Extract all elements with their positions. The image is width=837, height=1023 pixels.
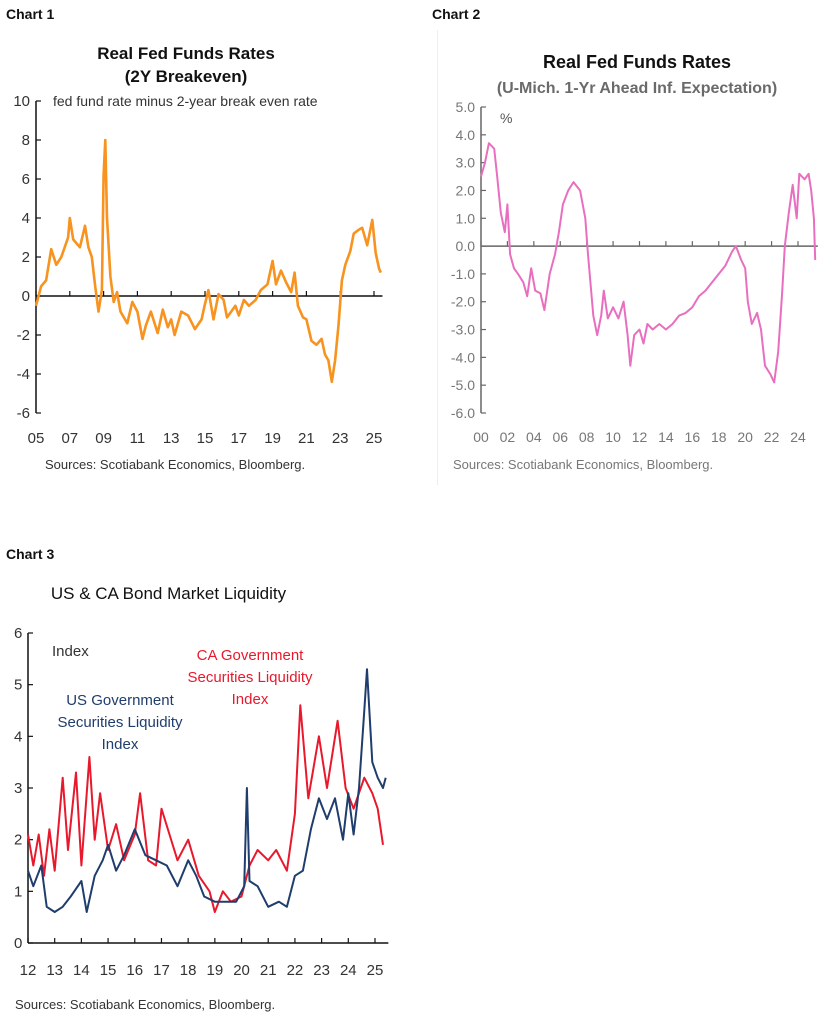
chart1-x-tick-label: 21 bbox=[298, 430, 315, 447]
chart1-x-tick-label: 19 bbox=[264, 430, 281, 447]
chart1-label: Chart 1 bbox=[6, 6, 55, 22]
chart3-source: Sources: Scotiabank Economics, Bloomberg… bbox=[15, 997, 276, 1012]
legend-ca-line: Securities Liquidity bbox=[187, 669, 313, 686]
chart1-y-tick-label: 0 bbox=[22, 288, 30, 305]
chart3-x-tick-label: 22 bbox=[287, 962, 304, 979]
chart2-x-tick-label: 08 bbox=[579, 429, 595, 445]
chart1-x-tick-label: 17 bbox=[230, 430, 247, 447]
chart1-subtitle: (2Y Breakeven) bbox=[124, 67, 248, 86]
chart2-y-tick-label: 2.0 bbox=[456, 182, 476, 198]
chart2-y-tick-label: 3.0 bbox=[456, 155, 476, 171]
chart3-x-tick-label: 14 bbox=[73, 962, 90, 979]
chart1-x-tick-label: 13 bbox=[163, 430, 180, 447]
chart2-y-tick-label: -4.0 bbox=[451, 349, 475, 365]
chart2-y-tick-label: 5.0 bbox=[456, 99, 476, 115]
chart2-source: Sources: Scotiabank Economics, Bloomberg… bbox=[453, 457, 714, 472]
chart3-x-tick-label: 16 bbox=[126, 962, 143, 979]
chart1-y-tick-label: 4 bbox=[22, 210, 30, 227]
chart3-x-tick-label: 12 bbox=[20, 962, 37, 979]
chart3-y-tick-label: 5 bbox=[14, 677, 22, 694]
chart2-x-tick-label: 18 bbox=[711, 429, 727, 445]
legend-ca-line: CA Government bbox=[196, 647, 304, 664]
chart1-x-tick-label: 15 bbox=[197, 430, 214, 447]
chart1-x-tick-label: 05 bbox=[28, 430, 45, 447]
chart2-y-tick-label: -1.0 bbox=[451, 266, 475, 282]
chart3-x-tick-label: 24 bbox=[340, 962, 357, 979]
chart1-title: Real Fed Funds Rates bbox=[97, 44, 275, 63]
chart2-x-tick-label: 20 bbox=[737, 429, 753, 445]
chart2-y-tick-label: -6.0 bbox=[451, 405, 475, 421]
legend-ca: CA Government Securities Liquidity Index bbox=[170, 645, 330, 711]
chart1-y-tick-label: -4 bbox=[17, 366, 30, 383]
chart2-x-tick-label: 00 bbox=[473, 429, 489, 445]
chart1-y-tick-label: 6 bbox=[22, 171, 30, 188]
chart1-x-tick-label: 07 bbox=[61, 430, 78, 447]
chart2-y-tick-label: 4.0 bbox=[456, 127, 476, 143]
chart2-annotation: % bbox=[500, 110, 513, 126]
chart3-series-line-0 bbox=[27, 704, 384, 913]
chart3-title: US & CA Bond Market Liquidity bbox=[50, 584, 287, 603]
chart2-y-tick-label: 0.0 bbox=[456, 238, 476, 254]
chart1-y-tick-label: -2 bbox=[17, 327, 30, 344]
chart1-series-line-0 bbox=[34, 138, 382, 384]
chart3-y-tick-label: 6 bbox=[14, 625, 22, 642]
chart2-series-line-0 bbox=[480, 142, 817, 384]
chart2-x-tick-label: 14 bbox=[658, 429, 674, 445]
chart3-x-tick-label: 18 bbox=[180, 962, 197, 979]
legend-us-line: Securities Liquidity bbox=[57, 714, 183, 731]
chart2-y-tick-label: -2.0 bbox=[451, 294, 475, 310]
legend-ca-line: Index bbox=[231, 691, 269, 708]
chart3-x-tick-label: 21 bbox=[260, 962, 277, 979]
chart1-x-tick-label: 11 bbox=[130, 430, 146, 447]
chart1-annotation: fed fund rate minus 2-year break even ra… bbox=[53, 93, 318, 109]
chart2-y-tick-label: -5.0 bbox=[451, 377, 475, 393]
chart2-x-tick-label: 24 bbox=[790, 429, 806, 445]
chart3-x-tick-label: 25 bbox=[367, 962, 384, 979]
chart3-x-tick-label: 19 bbox=[207, 962, 224, 979]
chart3-y-tick-label: 2 bbox=[14, 832, 22, 849]
chart3-x-tick-label: 13 bbox=[46, 962, 63, 979]
chart2-y-tick-label: 1.0 bbox=[456, 210, 476, 226]
chart2-title: Real Fed Funds Rates bbox=[542, 52, 732, 72]
chart2-x-tick-label: 06 bbox=[552, 429, 568, 445]
chart3-x-tick-label: 23 bbox=[313, 962, 330, 979]
chart2-label: Chart 2 bbox=[432, 6, 481, 22]
chart2-x-tick-label: 02 bbox=[500, 429, 516, 445]
chart2-x-tick-label: 10 bbox=[605, 429, 621, 445]
chart1-x-tick-label: 23 bbox=[332, 430, 349, 447]
chart3-y-tick-label: 1 bbox=[14, 883, 22, 900]
chart2-x-tick-label: 12 bbox=[632, 429, 648, 445]
chart3-x-tick-label: 20 bbox=[233, 962, 250, 979]
chart2-x-tick-label: 04 bbox=[526, 429, 542, 445]
chart2-y-tick-label: -3.0 bbox=[451, 322, 475, 338]
chart3-y-tick-label: 3 bbox=[14, 780, 22, 797]
chart3-x-tick-label: 15 bbox=[100, 962, 117, 979]
chart1-source: Sources: Scotiabank Economics, Bloomberg… bbox=[45, 457, 306, 472]
chart2-x-tick-label: 22 bbox=[764, 429, 780, 445]
chart3-y-tick-label: 0 bbox=[14, 935, 22, 952]
chart2-subtitle: (U-Mich. 1-Yr Ahead Inf. Expectation) bbox=[496, 80, 778, 97]
chart1-x-tick-label: 25 bbox=[366, 430, 383, 447]
chart1-x-tick-label: 09 bbox=[95, 430, 112, 447]
chart1-y-tick-label: 10 bbox=[13, 93, 30, 110]
chart3-series-line-1 bbox=[27, 668, 387, 913]
chart3-x-tick-label: 17 bbox=[153, 962, 170, 979]
legend-us: US Government Securities Liquidity Index bbox=[40, 690, 200, 756]
legend-us-line: US Government bbox=[66, 692, 174, 709]
chart2-panel bbox=[437, 30, 837, 485]
chart3-y-tick-label: 4 bbox=[14, 728, 22, 745]
legend-us-line: Index bbox=[101, 736, 139, 753]
chart2-x-tick-label: 16 bbox=[685, 429, 701, 445]
chart1-y-tick-label: -6 bbox=[17, 405, 30, 422]
chart1-y-tick-label: 2 bbox=[22, 249, 30, 266]
chart3-label: Chart 3 bbox=[6, 546, 55, 562]
chart1-y-tick-label: 8 bbox=[22, 132, 30, 149]
chart3-annotation: Index bbox=[52, 643, 89, 660]
